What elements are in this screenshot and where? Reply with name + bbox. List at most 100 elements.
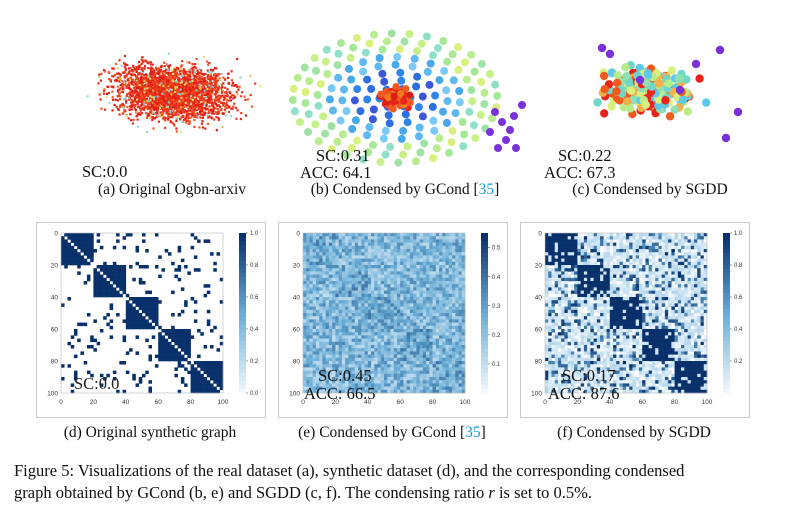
y-tick-label: 0 [54, 231, 58, 238]
colorbar: 1.0 0.8 0.6 0.4 0.2 [723, 231, 743, 394]
y-tick-label: 20 [293, 263, 301, 270]
heatmap-f: 0 0 20 20 40 40 60 60 80 80 100 100 1.0 0.8 0.6 0.4 0.2 [531, 231, 743, 407]
y-tick-label: 100 [531, 391, 542, 398]
colorbar-tick-label: 1.0 [250, 231, 259, 237]
node-cloud-a [86, 52, 262, 133]
x-tick-label: 80 [429, 399, 437, 406]
colorbar: 0.5 0.4 0.3 0.2 0.1 [481, 233, 501, 394]
y-tick-label: 80 [51, 359, 59, 366]
caption-e-close: ] [480, 424, 486, 441]
colorbar-tick-label: 0.4 [734, 327, 743, 333]
metric-e-sc: SC:0.45 [318, 366, 372, 385]
y-tick-label: 60 [535, 327, 543, 334]
heatmap-axes-box [60, 232, 224, 394]
colorbar-tick-label: 0.0 [250, 391, 259, 397]
graph-panel-a [58, 20, 286, 170]
figure-caption: Figure 5: Visualizations of the real dat… [14, 460, 784, 504]
caption-c: (c) Condensed by SGDD [572, 181, 728, 198]
citation-link-b[interactable]: 35 [478, 181, 495, 198]
x-tick-label: 20 [90, 399, 98, 406]
caption-b-text: (b) Condensed by GCond [ [310, 181, 479, 198]
x-tick-label: 20 [574, 399, 582, 406]
x-tick-label: 40 [364, 399, 372, 406]
x-tick-label: 60 [155, 399, 163, 406]
graph-plot-b [288, 29, 526, 167]
y-tick-label: 0 [538, 231, 542, 238]
node-layout-b [288, 29, 526, 167]
figure-caption-line2-b: is set to 0.5%. [494, 483, 593, 502]
x-tick-label: 0 [543, 399, 547, 406]
figure-caption-line2-a: graph obtained by GCond (b, e) and SGDD … [14, 483, 489, 502]
heatmap-axes-box [544, 232, 708, 394]
colorbar-tick-label: 0.6 [734, 295, 743, 301]
graph-plot-a [86, 52, 262, 133]
graph-plot-c [593, 43, 743, 143]
caption-d: (d) Original synthetic graph [63, 424, 237, 441]
metric-a-sc: SC:0.0 [82, 162, 128, 181]
colorbar-tick-label: 0.4 [250, 327, 259, 333]
heatmap-frame-f: 0 0 20 20 40 40 60 60 80 80 100 100 1.0 0.8 0.6 0.4 0.2 [520, 222, 750, 418]
figure-caption-line1: Figure 5: Visualizations of the real dat… [14, 461, 685, 480]
heatmap-cells [61, 233, 224, 394]
colorbar-tick-label: 0.4 [492, 275, 501, 281]
metric-e-acc: ACC: 66.5 [304, 384, 376, 403]
figure-caption-line2: graph obtained by GCond (b, e) and SGDD … [14, 482, 784, 504]
x-tick-label: 80 [671, 399, 679, 406]
colorbar-tick-label: 0.8 [250, 263, 259, 269]
caption-b: (b) Condensed by GCond [35] [270, 181, 540, 199]
ratio-variable: r [488, 483, 495, 502]
caption-e: (e) Condensed by GCond [35] [278, 424, 506, 442]
y-tick-label: 0 [296, 231, 300, 238]
x-tick-label: 80 [187, 399, 195, 406]
x-tick-label: 0 [301, 399, 305, 406]
x-tick-label: 100 [218, 399, 229, 406]
heatmap-cells [303, 233, 466, 394]
x-tick-label: 40 [122, 399, 130, 406]
y-tick-label: 40 [293, 295, 301, 302]
x-tick-label: 20 [332, 399, 340, 406]
colorbar-tick-label: 0.8 [734, 263, 743, 269]
graph-panel-c [550, 20, 750, 170]
metric-d-sc: SC:0.0 [74, 374, 120, 393]
colorbar-tick-label: 0.1 [492, 362, 501, 368]
graph-panel-b [270, 20, 540, 170]
colorbar-tick-label: 0.2 [734, 359, 743, 365]
heatmap-cells [545, 233, 708, 394]
heatmap-frame-d: 0 0 20 20 40 40 60 60 80 80 100 100 1.0 0.8 0.6 0.4 0.2 0… [36, 222, 266, 418]
y-tick-label: 20 [535, 263, 543, 270]
colorbar-tick-label: 1.0 [734, 231, 743, 237]
x-tick-label: 100 [460, 399, 471, 406]
y-tick-label: 80 [535, 359, 543, 366]
y-tick-label: 20 [51, 263, 59, 270]
x-tick-label: 0 [59, 399, 63, 406]
heatmap-e: 0 0 20 20 40 40 60 60 80 80 100 100 0.5 0.4 0.3 0.2 0.1 [289, 231, 501, 407]
y-tick-label: 80 [293, 359, 301, 366]
x-tick-label: 60 [639, 399, 647, 406]
x-tick-label: 60 [397, 399, 405, 406]
y-tick-label: 40 [51, 295, 59, 302]
caption-b-close: ] [494, 181, 500, 198]
heatmap-axes-box [302, 232, 466, 394]
metric-b-acc: ACC: 64.1 [300, 163, 372, 182]
node-layout-c [593, 43, 743, 143]
caption-f: (f) Condensed by SGDD [557, 424, 711, 441]
metric-f-acc: ACC: 87.6 [548, 384, 620, 403]
colorbar-tick-label: 0.2 [250, 359, 259, 365]
colorbar-tick-label: 0.2 [492, 333, 501, 339]
metric-c-sc: SC:0.22 [558, 146, 612, 165]
y-tick-label: 100 [47, 391, 58, 398]
metric-c-acc: ACC: 67.3 [544, 163, 616, 182]
y-tick-label: 100 [289, 391, 300, 398]
citation-link-e[interactable]: 35 [465, 424, 481, 441]
caption-a: (a) Original Ogbn-arxiv [97, 181, 247, 198]
metric-b-sc: SC:0.31 [316, 146, 370, 165]
y-tick-label: 60 [293, 327, 301, 334]
colorbar-tick-label: 0.5 [492, 246, 501, 252]
x-tick-label: 40 [606, 399, 614, 406]
heatmap-frame-e: 0 0 20 20 40 40 60 60 80 80 100 100 0.5 0.4 0.3 0.2 0.1 [278, 222, 508, 418]
x-tick-label: 100 [702, 399, 713, 406]
metric-f-sc: SC:0.17 [562, 366, 616, 385]
y-tick-label: 40 [535, 295, 543, 302]
colorbar: 1.0 0.8 0.6 0.4 0.2 0.0 [239, 231, 259, 397]
y-tick-label: 60 [51, 327, 59, 334]
